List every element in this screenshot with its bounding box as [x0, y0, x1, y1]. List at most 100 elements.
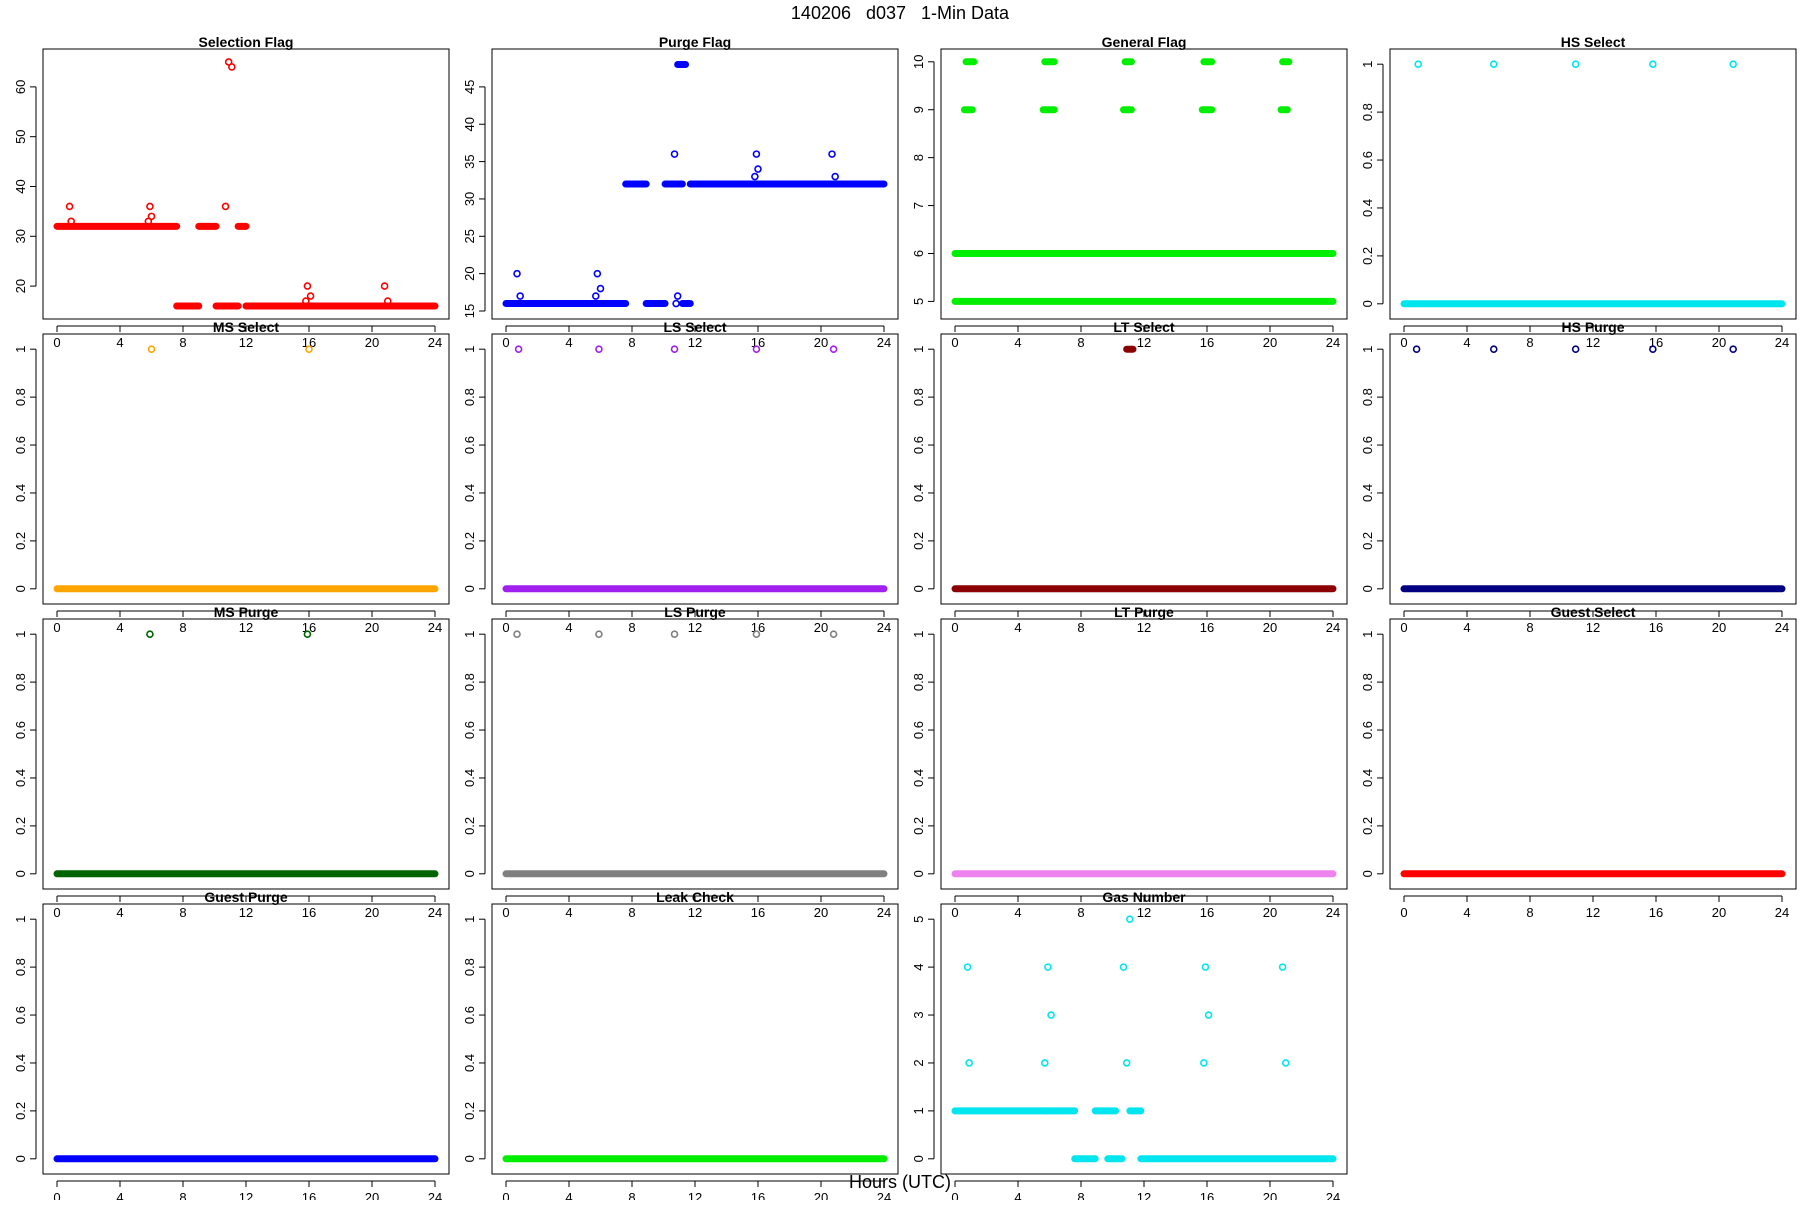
x-tick-label: 0 — [502, 335, 509, 350]
chart-title: LT Select — [1113, 319, 1175, 335]
x-tick-label: 20 — [1712, 335, 1726, 350]
data-point — [513, 630, 521, 638]
x-tick-label: 4 — [565, 1190, 572, 1200]
y-tick-label: 0.2 — [13, 817, 28, 835]
chart-title: General Flag — [1102, 34, 1187, 50]
x-tick-label: 0 — [53, 620, 60, 635]
x-tick-label: 8 — [1077, 620, 1084, 635]
data-point — [1571, 60, 1580, 68]
y-tick-label: 0.8 — [911, 673, 926, 691]
x-tick-label: 24 — [1326, 335, 1340, 350]
data-point — [595, 345, 603, 353]
y-tick-label: 0.4 — [1360, 769, 1375, 787]
data-point — [513, 269, 521, 278]
plot-frame — [940, 903, 1348, 1175]
y-tick-label: 5 — [911, 298, 926, 305]
data-point — [596, 284, 605, 293]
x-tick-label: 8 — [1526, 905, 1533, 920]
y-tick-label: 1 — [13, 346, 28, 353]
chart-title: MS Select — [213, 319, 279, 335]
y-tick-label: 0.2 — [911, 817, 926, 835]
y-tick-label: 10 — [911, 55, 926, 69]
y-tick-label: 50 — [13, 129, 28, 143]
data-point — [670, 150, 679, 158]
x-tick-label: 24 — [428, 620, 442, 635]
x-tick-label: 24 — [428, 335, 442, 350]
y-tick-label: 30 — [13, 229, 28, 243]
x-tick-label: 24 — [1775, 620, 1789, 635]
chart-ls-purge: LS Purge 0 4 8 12 16 20 24 0 0.2 0.4 0.6 0.8 1 — [462, 604, 899, 920]
data-point — [670, 630, 679, 638]
x-tick-label: 16 — [1200, 335, 1214, 350]
x-tick-label: 0 — [951, 1190, 958, 1200]
x-tick-label: 4 — [116, 905, 123, 920]
x-tick-label: 20 — [365, 335, 379, 350]
data-point — [221, 202, 230, 211]
x-tick-label: 16 — [751, 905, 765, 920]
x-tick-label: 0 — [502, 620, 509, 635]
y-tick-label: 35 — [462, 154, 477, 168]
x-tick-label: 12 — [1137, 620, 1151, 635]
y-tick-label: 0.2 — [1360, 532, 1375, 550]
y-tick-label: 0.4 — [1360, 199, 1375, 217]
x-tick-label: 4 — [116, 1190, 123, 1200]
data-point — [383, 297, 392, 305]
data-point — [1278, 963, 1287, 971]
x-tick-label: 8 — [1077, 335, 1084, 350]
y-tick-label: 60 — [13, 80, 28, 94]
x-tick-label: 20 — [1263, 335, 1277, 350]
y-tick-label: 0.6 — [1360, 151, 1375, 169]
chart-title: LS Select — [663, 319, 726, 335]
chart-title: LT Purge — [1114, 604, 1174, 620]
x-tick-label: 20 — [1712, 905, 1726, 920]
x-tick-label: 12 — [688, 620, 702, 635]
data-point — [306, 292, 315, 300]
y-tick-label: 0.4 — [462, 769, 477, 787]
y-tick-label: 0.2 — [462, 1102, 477, 1120]
x-tick-label: 0 — [951, 620, 958, 635]
x-tick-label: 4 — [1463, 335, 1470, 350]
x-tick-label: 0 — [53, 335, 60, 350]
chart-hs-purge: HS Purge 0 4 8 12 16 20 24 0 0.2 0.4 0.6 0.8 1 — [1360, 319, 1797, 635]
y-tick-label: 40 — [13, 179, 28, 193]
y-tick-label: 20 — [13, 279, 28, 293]
x-tick-label: 24 — [877, 620, 891, 635]
y-tick-label: 0 — [1360, 870, 1375, 877]
x-tick-label: 24 — [1775, 335, 1789, 350]
chart-title: Gas Number — [1102, 889, 1186, 905]
data-point — [754, 165, 762, 173]
data-point — [1281, 1059, 1290, 1067]
x-tick-label: 12 — [688, 335, 702, 350]
y-tick-label: 3 — [911, 1011, 926, 1018]
plot-frame — [491, 48, 899, 320]
data-point — [228, 63, 236, 71]
y-tick-label: 0.6 — [462, 436, 477, 454]
y-tick-label: 0.4 — [462, 1054, 477, 1072]
data-point — [303, 282, 312, 290]
y-tick-label: 1 — [911, 1107, 926, 1114]
y-tick-label: 0.8 — [462, 388, 477, 406]
y-tick-label: 0.8 — [13, 388, 28, 406]
data-point — [591, 292, 600, 300]
x-tick-label: 4 — [1463, 905, 1470, 920]
y-tick-label: 1 — [1360, 631, 1375, 638]
y-tick-label: 0.8 — [1360, 673, 1375, 691]
x-tick-label: 12 — [239, 620, 253, 635]
x-tick-label: 4 — [565, 905, 572, 920]
data-point — [67, 217, 75, 226]
data-point — [514, 345, 523, 353]
x-tick-label: 8 — [1077, 1190, 1084, 1200]
data-point — [1200, 1059, 1208, 1067]
chart-title: Selection Flag — [199, 34, 294, 50]
data-point — [829, 630, 838, 638]
chart-title: LS Purge — [664, 604, 726, 620]
data-point — [1204, 1011, 1213, 1019]
x-tick-label: 20 — [1263, 905, 1277, 920]
x-tick-label: 0 — [1400, 620, 1407, 635]
x-tick-label: 16 — [302, 335, 316, 350]
y-tick-label: 0 — [911, 870, 926, 877]
